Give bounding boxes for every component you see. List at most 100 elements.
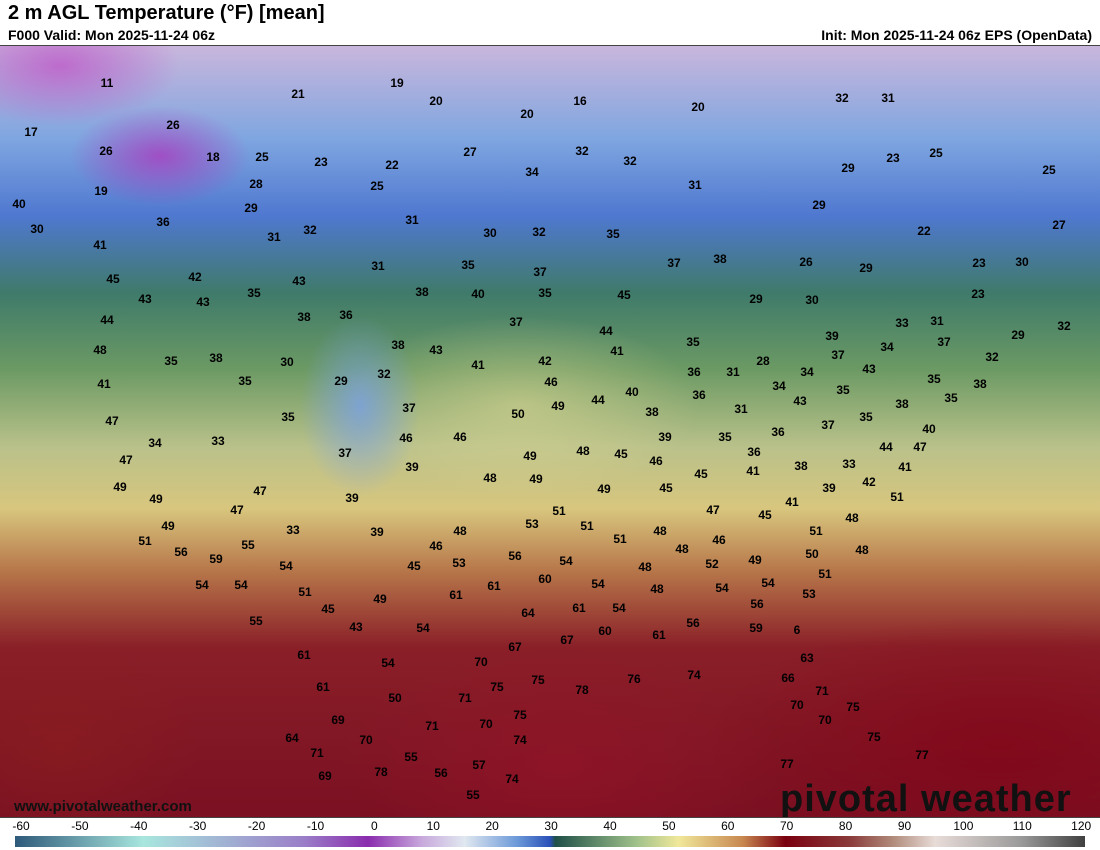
temperature-label: 45 [617,288,631,302]
temperature-label: 29 [244,201,258,215]
temperature-label: 31 [405,213,419,227]
temperature-label: 54 [591,577,605,591]
temperature-label: 39 [658,430,672,444]
temperature-label: 41 [610,344,624,358]
colorbar-tick-label: 40 [603,819,617,833]
temperature-label: 47 [253,484,267,498]
temperature-label: 57 [472,758,486,772]
temperature-label: 45 [407,559,421,573]
temperature-label: 56 [750,597,764,611]
temperature-label: 40 [922,422,936,436]
temperature-label: 49 [113,480,127,494]
temperature-label: 54 [195,578,209,592]
temperature-map[interactable]: www.pivotalweather.com pivotal weather 1… [0,45,1100,818]
temperature-label: 35 [686,335,700,349]
temperature-label: 43 [196,295,210,309]
temperature-label: 74 [505,772,519,786]
temperature-label: 35 [461,258,475,272]
temperature-label: 39 [825,329,839,343]
temperature-label: 23 [314,155,328,169]
temperature-label: 29 [749,292,763,306]
temperature-label: 32 [835,91,849,105]
temperature-label: 20 [429,94,443,108]
temperature-label: 35 [836,383,850,397]
temperature-label: 43 [793,394,807,408]
temperature-label: 37 [533,265,547,279]
temperature-label: 20 [520,107,534,121]
temperature-label: 49 [551,399,565,413]
temperature-label: 51 [552,504,566,518]
colorbar-tick-label: 0 [371,819,378,833]
temperature-label: 60 [538,572,552,586]
temperature-label: 48 [650,582,664,596]
temperature-label: 43 [349,620,363,634]
temperature-label: 55 [404,750,418,764]
temperature-label: 64 [285,731,299,745]
temperature-label: 31 [267,230,281,244]
temperature-label: 17 [24,125,38,139]
temperature-label: 18 [206,150,220,164]
temperature-label: 29 [1011,328,1025,342]
map-title: 2 m AGL Temperature (°F) [mean] [8,2,325,24]
temperature-label: 35 [944,391,958,405]
temperature-label: 47 [119,453,133,467]
temperature-label: 45 [694,467,708,481]
temperature-label: 49 [529,472,543,486]
colorbar-tick-label: 60 [721,819,735,833]
temperature-label: 23 [971,287,985,301]
temperature-label: 34 [800,365,814,379]
temperature-label: 37 [831,348,845,362]
temperature-label: 48 [638,560,652,574]
temperature-label: 49 [523,449,537,463]
temperature-label: 36 [692,388,706,402]
temperature-label: 53 [452,556,466,570]
temperature-label: 38 [713,252,727,266]
temperature-label: 22 [917,224,931,238]
temperature-label: 56 [686,616,700,630]
colorbar-tick-label: 70 [780,819,794,833]
temperature-label: 54 [559,554,573,568]
colorbar-tick-label: 20 [485,819,499,833]
colorbar-tick-label: 110 [1012,819,1032,833]
temperature-label: 20 [691,100,705,114]
temperature-label: 76 [627,672,641,686]
temperature-label: 54 [761,576,775,590]
temperature-label: 31 [688,178,702,192]
temperature-label: 48 [855,543,869,557]
color-scale-bar [15,836,1085,847]
temperature-label: 42 [862,475,876,489]
temperature-label: 32 [303,223,317,237]
temperature-label: 30 [1015,255,1029,269]
temperature-label: 35 [238,374,252,388]
colorbar-tick-label: 90 [897,819,912,833]
temperature-label: 48 [653,524,667,538]
temperature-label: 37 [821,418,835,432]
temperature-label: 61 [572,601,586,615]
temperature-label: 32 [1057,319,1071,333]
temperature-label: 43 [138,292,152,306]
temperature-label: 67 [560,633,574,647]
temperature-label: 61 [652,628,666,642]
temperature-label: 19 [390,76,404,90]
temperature-label: 27 [1052,218,1066,232]
temperature-label: 38 [973,377,987,391]
temperature-label: 41 [97,377,111,391]
colorbar-tick-label: 10 [426,819,440,833]
temperature-label: 44 [591,393,605,407]
temperature-label: 70 [790,698,804,712]
temperature-label: 34 [525,165,539,179]
temperature-label: 59 [749,621,763,635]
temperature-label: 25 [1042,163,1056,177]
temperature-label: 32 [985,350,999,364]
temperature-label: 29 [334,374,348,388]
temperature-label: 71 [425,719,439,733]
temperature-label: 32 [623,154,637,168]
temperature-label: 47 [230,503,244,517]
temperature-label: 63 [800,651,814,665]
temperature-label: 69 [331,713,345,727]
temperature-label: 35 [538,286,552,300]
temperature-label: 46 [453,430,467,444]
temperature-label: 70 [359,733,373,747]
temperature-label: 51 [580,519,594,533]
temperature-label: 31 [726,365,740,379]
